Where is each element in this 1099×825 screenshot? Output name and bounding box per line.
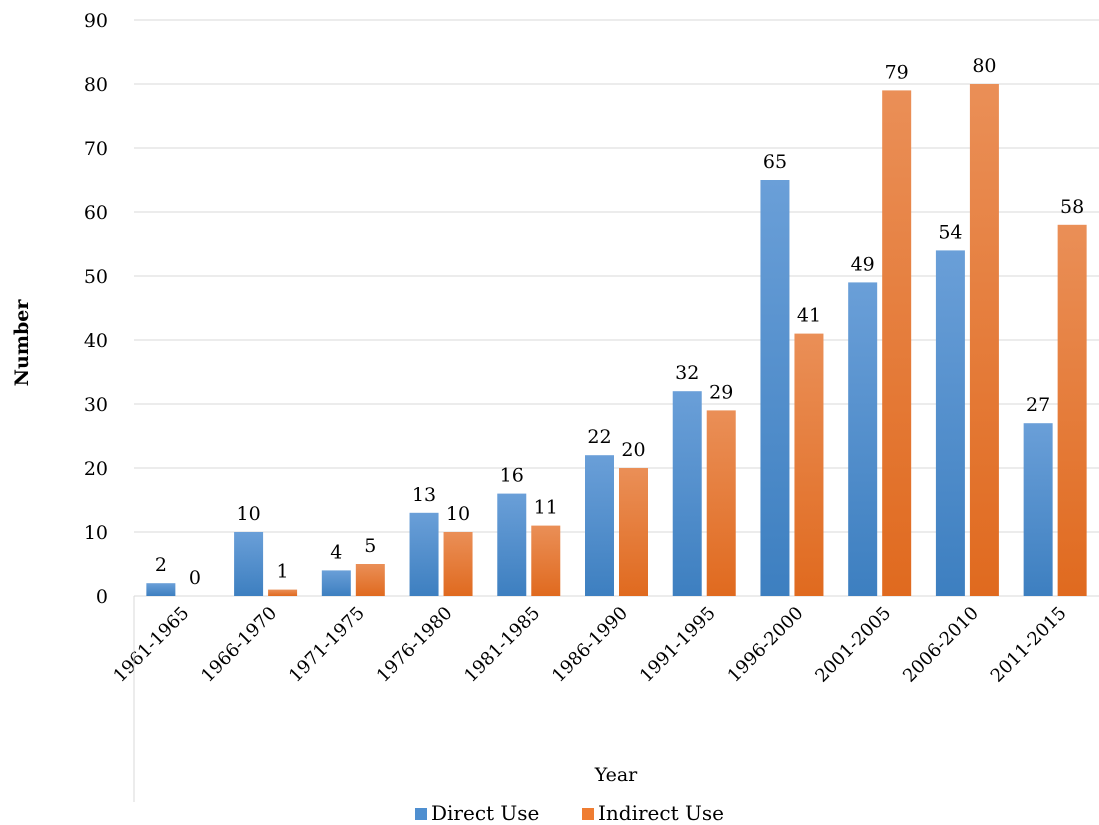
bar-indirect-1976-1980 [443,532,473,596]
y-tick-label: 60 [84,202,108,224]
legend: Direct Use Indirect Use [415,801,724,825]
data-label-indirect: 41 [797,305,821,327]
data-label-direct: 2 [155,554,167,576]
y-tick-label: 90 [84,10,108,32]
x-tick-label: 2001-2005 [811,603,895,687]
data-label-indirect: 0 [189,567,201,589]
x-axis-title: Year [594,764,638,786]
data-label-direct: 10 [236,503,260,525]
gridlines [134,19,1099,597]
bar-indirect-1986-1990 [619,468,648,596]
bar-indirect-2006-2010 [969,84,999,596]
bar-indirect-1981-1985 [531,525,561,596]
data-label-direct: 4 [330,541,342,563]
data-label-indirect: 80 [972,55,996,77]
data-label-direct: 54 [938,221,962,243]
legend-label-indirect: Indirect Use [598,801,724,825]
bar-indirect-1966-1970 [268,589,298,596]
data-label-direct: 13 [412,484,436,506]
data-label-indirect: 5 [364,535,376,557]
bar-indirect-2001-2005 [882,90,912,597]
legend-label-direct: Direct Use [431,801,539,825]
bar-direct-1966-1970 [234,532,264,596]
y-tick-label: 20 [84,458,108,480]
data-label-direct: 32 [675,362,699,384]
x-tick-label: 1971-1975 [285,603,369,687]
x-tick-label: 1981-1985 [460,603,544,687]
y-tick-label: 10 [84,522,108,544]
data-label-indirect: 11 [534,497,558,519]
x-tick-label: 2006-2010 [899,603,983,687]
bar-direct-1986-1990 [585,455,614,596]
x-tick-label: 2011-2015 [987,603,1071,687]
bar-direct-1976-1980 [409,512,439,596]
legend-swatch-direct [415,808,427,820]
data-label-direct: 65 [763,151,787,173]
data-label-direct: 27 [1026,394,1050,416]
bar-indirect-1996-2000 [794,333,824,596]
y-tick-label: 80 [84,74,108,96]
y-tick-label: 40 [84,330,108,352]
bar-direct-1981-1985 [497,493,527,596]
y-tick-label: 0 [96,586,108,608]
x-tick-label: 1986-1990 [548,603,632,687]
bar-direct-1991-1995 [672,391,702,596]
data-label-direct: 22 [587,426,611,448]
bar-direct-1961-1965 [146,583,176,596]
bar-direct-1971-1975 [321,570,351,596]
data-label-indirect: 58 [1060,196,1084,218]
x-axis-ticks: 1961-1965 1966-1970 1971-1975 1976-1980 1981… [109,603,1070,687]
data-label-direct: 16 [500,465,524,487]
x-tick-label: 1966-1970 [197,603,281,687]
x-tick-label: 1976-1980 [373,603,457,687]
bar-indirect-1971-1975 [355,564,385,596]
data-label-indirect: 1 [277,561,289,583]
data-label-indirect: 10 [446,503,470,525]
y-tick-label: 30 [84,394,108,416]
x-tick-label: 1996-2000 [724,603,808,687]
bar-direct-2011-2015 [1023,423,1053,596]
data-label-indirect: 79 [885,61,909,83]
y-axis-title: Number [11,299,33,387]
x-tick-label: 1961-1965 [109,603,193,687]
data-label-direct: 49 [851,253,875,275]
data-label-indirect: 29 [709,381,733,403]
bar-direct-1996-2000 [760,180,790,596]
bar-indirect-2011-2015 [1057,224,1087,597]
bar-direct-2001-2005 [848,282,878,596]
y-tick-label: 50 [84,266,108,288]
x-tick-label: 1991-1995 [636,603,720,687]
bar-indirect-1991-1995 [706,410,736,596]
y-tick-label: 70 [84,138,108,160]
data-label-indirect: 20 [621,439,645,461]
bars [146,84,1087,597]
y-axis-ticks: 0 10 20 30 40 50 60 70 80 90 [84,10,108,608]
legend-swatch-indirect [582,808,594,820]
bar-direct-2006-2010 [935,250,965,596]
